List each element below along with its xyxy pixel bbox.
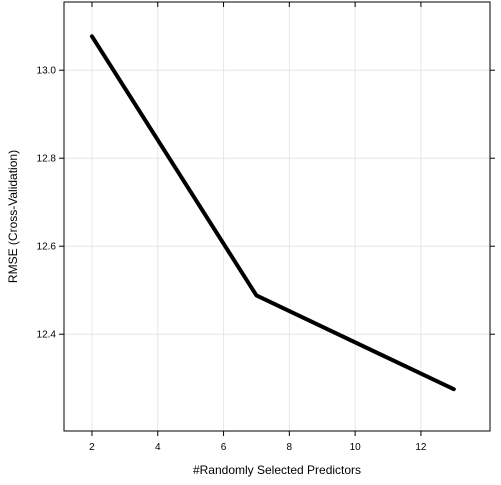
x-tick-label-0: 2 <box>89 442 95 453</box>
plot-panel <box>63 1 491 432</box>
grid-lines <box>64 2 490 431</box>
x-axis-label: #Randomly Selected Predictors <box>193 463 361 477</box>
y-tick-label-2: 12.8 <box>37 154 57 165</box>
x-tick-label-1: 4 <box>155 442 161 453</box>
x-tick-label-3: 8 <box>287 442 293 453</box>
y-tick-label-3: 13.0 <box>37 66 57 77</box>
x-tick-label-2: 6 <box>221 442 227 453</box>
y-tick-label-1: 12.6 <box>37 242 57 253</box>
y-axis-label: RMSE (Cross-Validation) <box>6 150 20 283</box>
x-tick-label-5: 12 <box>415 442 427 453</box>
x-tick-label-4: 10 <box>350 442 362 453</box>
axis-ticks: 2 4 6 8 10 12 12.4 12.6 12.8 13.0 <box>37 2 495 453</box>
series-lines <box>89 34 456 392</box>
series-line-0 <box>89 34 456 392</box>
y-tick-label-0: 12.4 <box>37 330 57 341</box>
